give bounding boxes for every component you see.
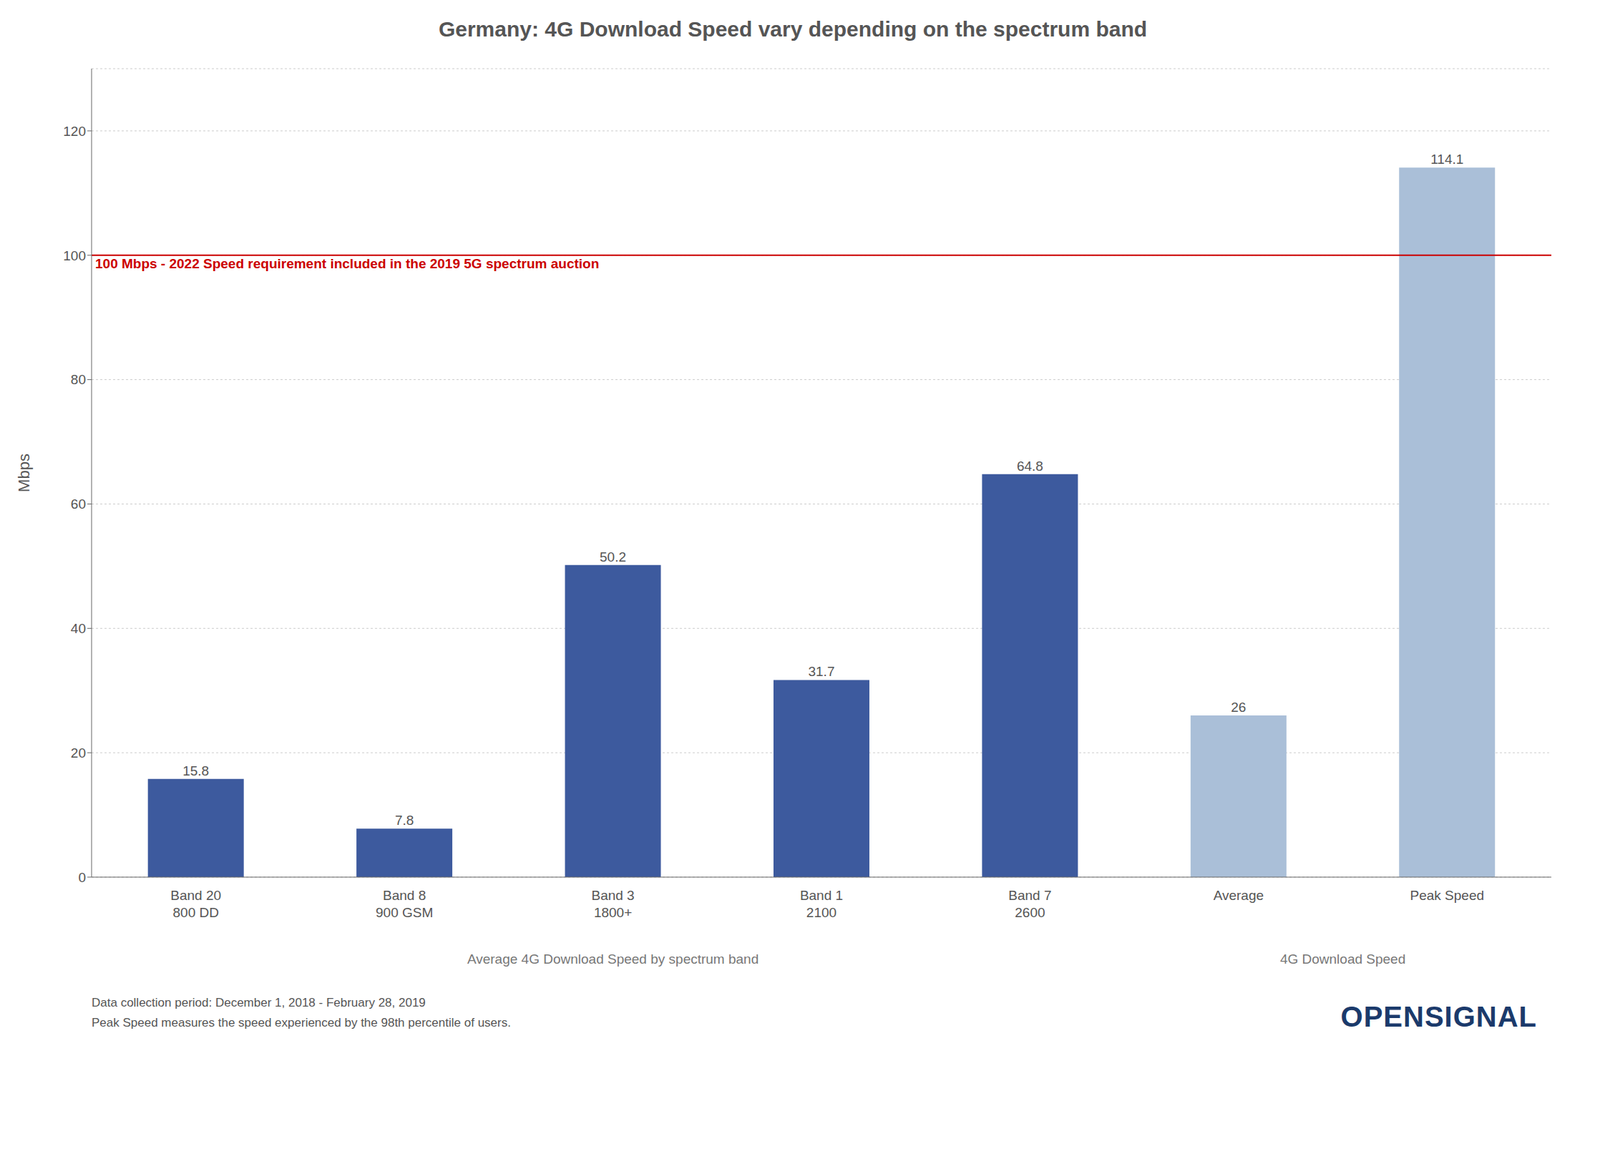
svg-text:100: 100 <box>62 248 86 264</box>
html-text:Average 4G Download Speed by s: Average 4G Download Speed by spectrum ba… <box>467 951 759 967</box>
svg-text:0: 0 <box>77 870 86 886</box>
svg-text:100 Mbps - 2022 Speed requirem: 100 Mbps - 2022 Speed requirement includ… <box>95 256 599 272</box>
html-text:Peak Speed measures the speed: Peak Speed measures the speed experience… <box>91 1016 511 1030</box>
svg-text:Peak Speed: Peak Speed <box>1410 888 1485 904</box>
html-text:OPENSIGNAL: OPENSIGNAL <box>1340 1001 1538 1033</box>
svg-text:Band 20800 DD: Band 20800 DD <box>170 888 222 921</box>
svg-text:Average: Average <box>1213 888 1264 904</box>
svg-text:40: 40 <box>70 621 86 637</box>
svg-text:50.2: 50.2 <box>599 549 627 565</box>
svg-text:Mbps: Mbps <box>15 453 33 493</box>
svg-text:60: 60 <box>70 496 86 512</box>
svg-text:Band 12100: Band 12100 <box>800 888 843 921</box>
svg-text:31.7: 31.7 <box>807 664 835 680</box>
svg-text:15.8: 15.8 <box>182 763 209 779</box>
svg-text:114.1: 114.1 <box>1430 151 1464 167</box>
svg-text:120: 120 <box>62 123 86 139</box>
svg-text:Band 8900 GSM: Band 8900 GSM <box>375 888 433 921</box>
svg-text:80: 80 <box>70 372 86 388</box>
html-text:Germany: 4G Download Speed var: Germany: 4G Download Speed vary dependin… <box>438 17 1148 41</box>
svg-text:Band 72600: Band 72600 <box>1008 888 1052 921</box>
html-text:4G Download Speed: 4G Download Speed <box>1280 951 1406 967</box>
html-text:Data collection period: Decemb: Data collection period: December 1, 2018… <box>91 996 426 1010</box>
svg-text:7.8: 7.8 <box>394 812 414 828</box>
svg-text:64.8: 64.8 <box>1016 458 1044 474</box>
svg-text:20: 20 <box>70 745 86 761</box>
svg-text:Band 31800+: Band 31800+ <box>591 888 634 921</box>
svg-text:26: 26 <box>1230 699 1246 715</box>
